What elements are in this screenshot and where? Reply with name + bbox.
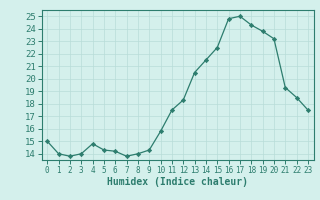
- X-axis label: Humidex (Indice chaleur): Humidex (Indice chaleur): [107, 177, 248, 187]
